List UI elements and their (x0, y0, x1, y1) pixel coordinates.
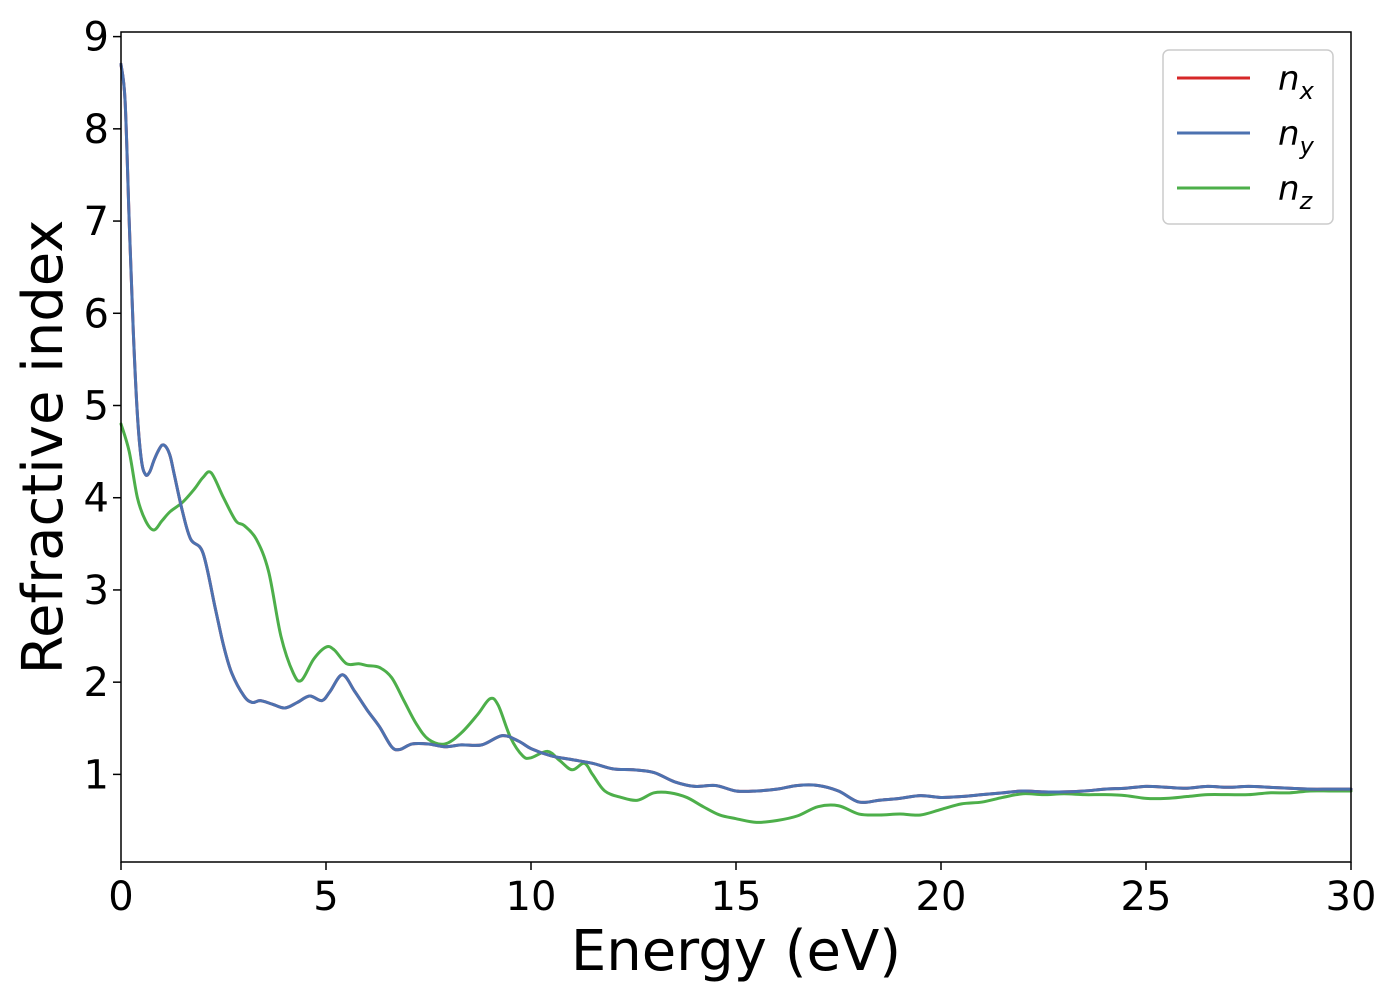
y-tick-label: 8 (84, 107, 109, 153)
x-tick-label: 30 (1326, 874, 1377, 920)
y-tick-label: 1 (84, 752, 109, 798)
y-axis-label: Refractive index (11, 220, 76, 675)
y-tick-label: 9 (84, 15, 109, 61)
y-tick-label: 5 (84, 384, 109, 430)
series-line-n-y (119, 62, 1353, 805)
x-tick-label: 25 (1121, 874, 1172, 920)
y-tick-label: 7 (84, 199, 109, 245)
x-axis-label: Energy (eV) (571, 919, 901, 984)
series-line-n-z (119, 422, 1353, 824)
series-group (119, 62, 1353, 824)
legend-label-n-x: nx (1278, 59, 1315, 105)
y-tick-label: 3 (84, 568, 109, 614)
x-tick-label: 5 (313, 874, 338, 920)
x-tick-label: 20 (916, 874, 967, 920)
legend-label-n-z: nz (1278, 169, 1314, 215)
x-tick-label: 10 (506, 874, 557, 920)
legend: nx ny nz (1162, 49, 1334, 225)
tick-group: 0 5 10 15 20 25 30 1 2 3 4 5 6 7 8 9 (84, 15, 1377, 920)
y-tick-label: 6 (84, 291, 109, 337)
x-tick-label: 0 (108, 874, 133, 920)
legend-box (1162, 49, 1334, 225)
plot-frame (120, 31, 1352, 863)
legend-label-n-y: ny (1278, 114, 1315, 160)
x-tick-label: 15 (711, 874, 762, 920)
y-tick-label: 2 (84, 660, 109, 706)
y-tick-label: 4 (84, 476, 109, 522)
